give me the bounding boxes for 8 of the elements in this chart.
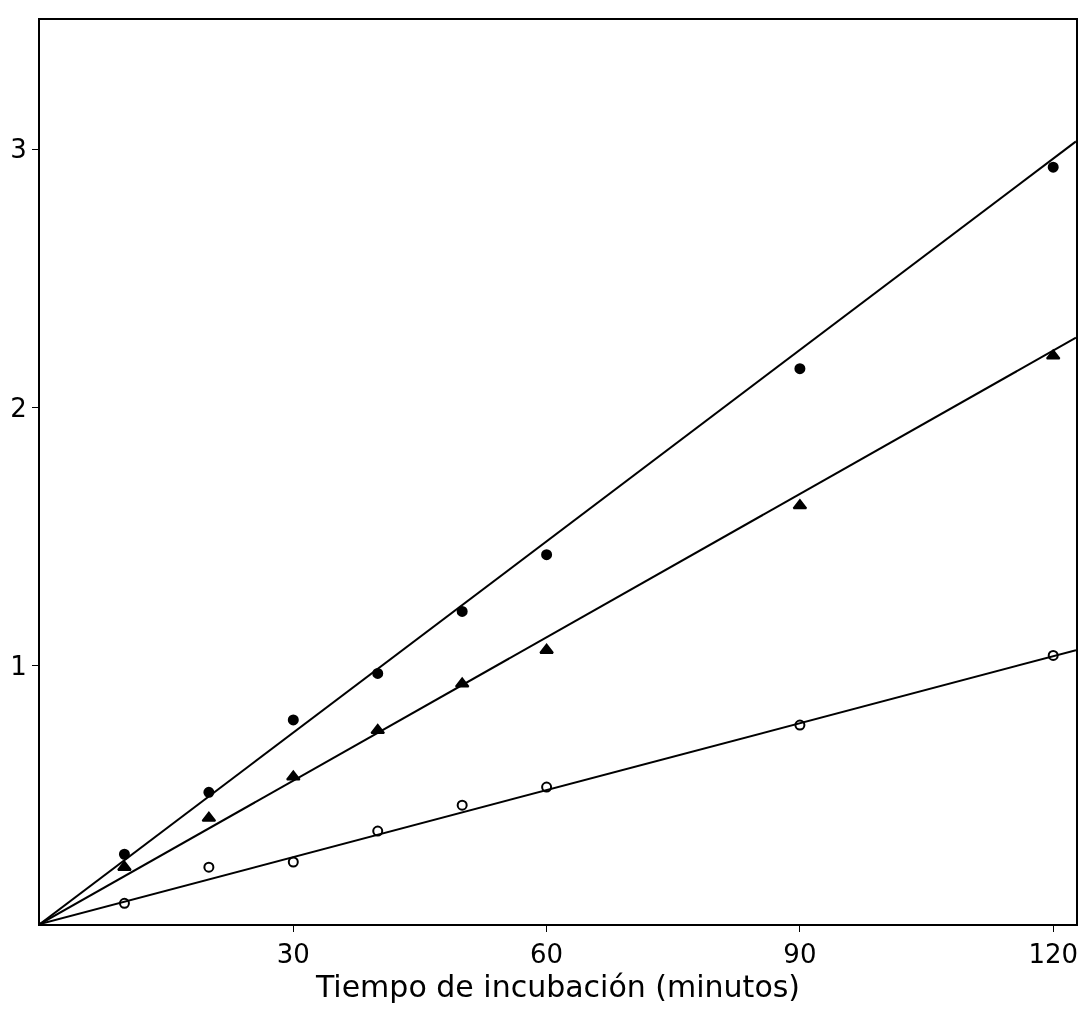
x-tick-label: 120 bbox=[1028, 939, 1079, 970]
x-tick-label: 90 bbox=[783, 939, 817, 970]
x-axis-title: Tiempo de incubación (minutos) bbox=[314, 969, 801, 1005]
y-tick-label: 1 bbox=[10, 650, 27, 681]
x-tick-label: 60 bbox=[530, 939, 564, 970]
x-tick-label: 30 bbox=[276, 939, 310, 970]
y-tick-label: 3 bbox=[10, 134, 27, 165]
y-tick-label: 2 bbox=[10, 392, 27, 423]
